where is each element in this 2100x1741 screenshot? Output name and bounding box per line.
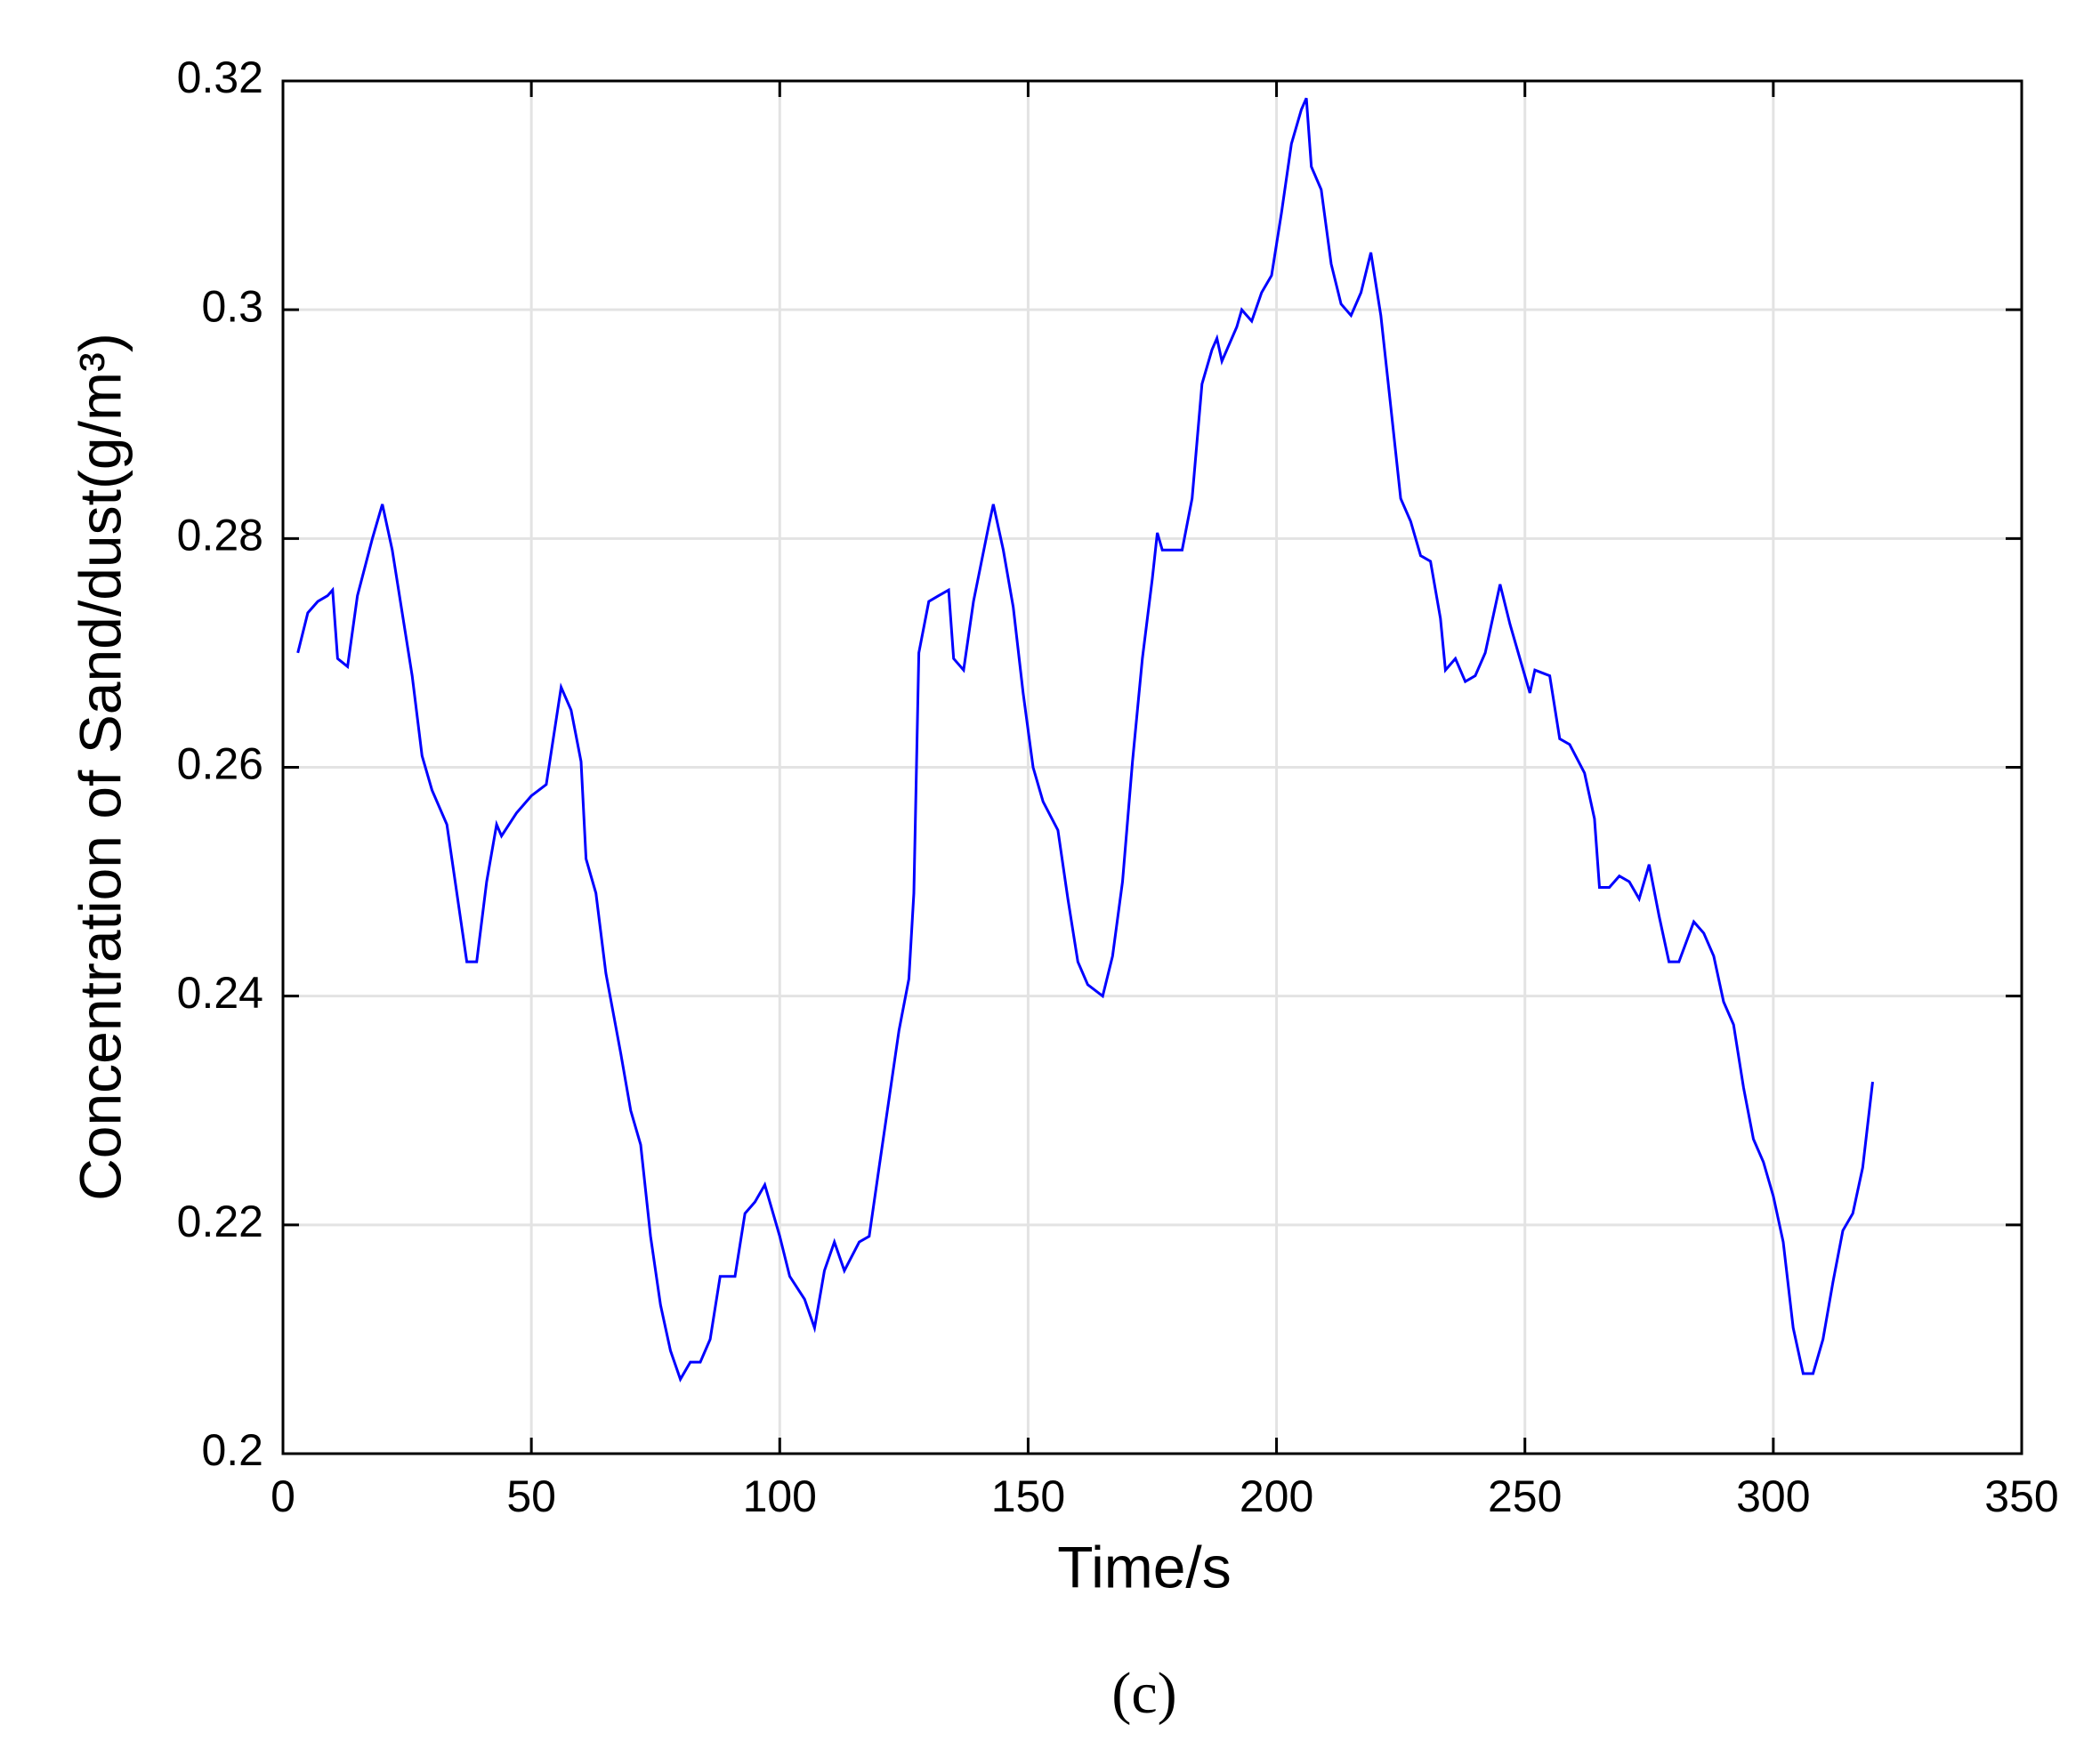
y-tick-label: 0.24 bbox=[177, 968, 263, 1018]
x-tick-label: 250 bbox=[1488, 1471, 1562, 1521]
x-tick-label: 0 bbox=[271, 1471, 295, 1521]
x-tick-label: 350 bbox=[1984, 1471, 2058, 1521]
data-line bbox=[296, 97, 1874, 1382]
y-axis-label: Concentration of Sand/dust(g/m³) bbox=[67, 333, 133, 1201]
caption: (c) bbox=[1111, 1661, 1176, 1726]
x-tick-label: 150 bbox=[991, 1471, 1065, 1521]
x-tick-label: 200 bbox=[1240, 1471, 1313, 1521]
y-tick-label: 0.3 bbox=[201, 281, 263, 331]
x-tick-label: 50 bbox=[506, 1471, 556, 1521]
y-tick-label: 0.2 bbox=[201, 1425, 263, 1475]
plot-frame bbox=[281, 79, 2023, 1455]
x-tick-label: 100 bbox=[743, 1471, 817, 1521]
x-tick-label: 300 bbox=[1736, 1471, 1810, 1521]
y-tick-label: 0.22 bbox=[177, 1197, 263, 1246]
x-axis-label: Time/s bbox=[1057, 1534, 1232, 1600]
y-tick-label: 0.26 bbox=[177, 739, 263, 789]
y-tick-label: 0.32 bbox=[177, 52, 263, 102]
y-tick-label: 0.28 bbox=[177, 511, 263, 560]
